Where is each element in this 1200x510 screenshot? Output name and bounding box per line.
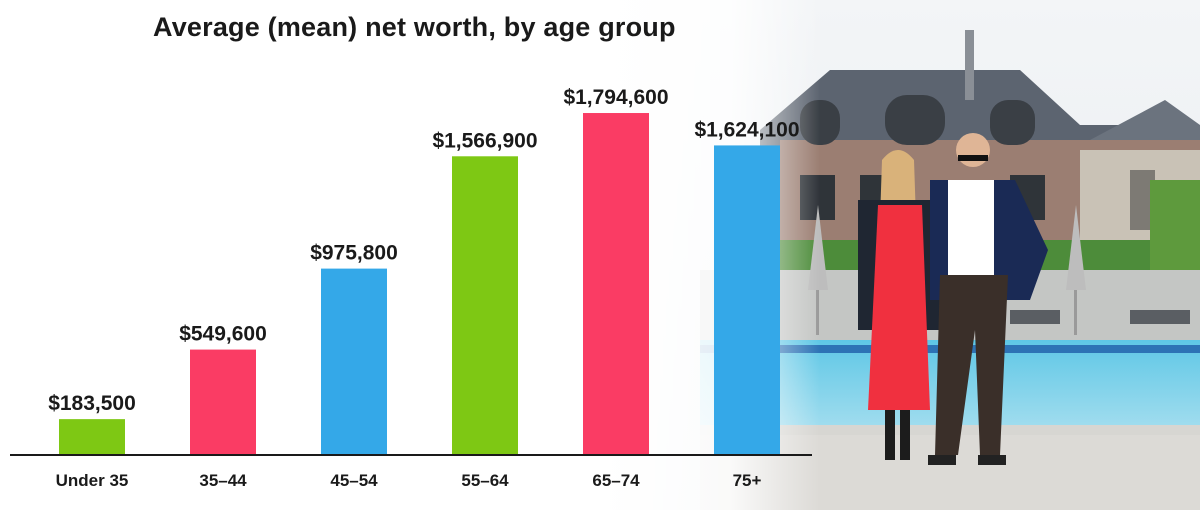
- bar-value-label: $549,600: [179, 323, 267, 346]
- category-label: Under 35: [56, 471, 129, 490]
- bar-value-label: $975,800: [310, 242, 398, 265]
- bar-value-label: $1,566,900: [432, 129, 537, 152]
- bar-1: [190, 349, 256, 454]
- category-label: 75+: [733, 471, 762, 490]
- bar-2: [321, 268, 387, 454]
- category-label: 65–74: [592, 471, 640, 490]
- bar-value-label: $1,624,100: [694, 118, 799, 141]
- bar-value-label: $183,500: [48, 392, 136, 415]
- bar-3: [452, 156, 518, 454]
- chart-title: Average (mean) net worth, by age group: [153, 12, 676, 42]
- category-label: 45–54: [330, 471, 378, 490]
- bar-0: [59, 419, 125, 454]
- category-label: 55–64: [461, 471, 509, 490]
- bar-4: [583, 113, 649, 454]
- category-label: 35–44: [199, 471, 247, 490]
- bar-5: [714, 145, 780, 454]
- bar-value-label: $1,794,600: [563, 86, 668, 109]
